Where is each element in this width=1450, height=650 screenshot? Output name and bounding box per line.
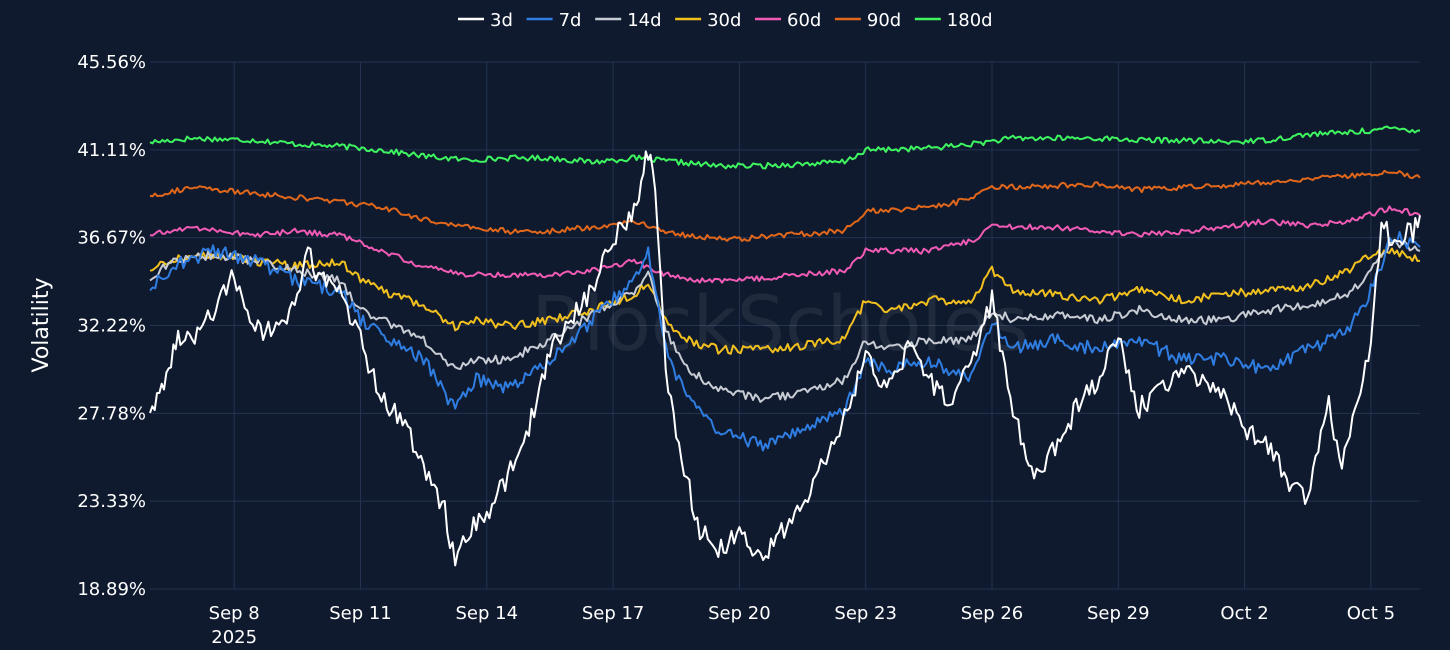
legend-label-3d: 3d xyxy=(490,10,513,31)
series-line-7d xyxy=(149,231,1421,452)
x-tick-label: Sep 8 xyxy=(209,603,260,624)
y-tick-label: 23.33% xyxy=(77,491,146,512)
x-tick-label: Oct 5 xyxy=(1347,603,1395,624)
x-tick-label: Sep 20 xyxy=(708,603,771,624)
x-tick-label: Sep 23 xyxy=(834,603,897,624)
x-axis: Sep 8 2025 Sep 11 Sep 14 Sep 17 Sep 20 Sep 23 S… xyxy=(209,603,1395,648)
x-tick-label: Sep 11 xyxy=(329,603,392,624)
series-line-60d xyxy=(149,205,1421,284)
legend-label-180d: 180d xyxy=(947,10,993,31)
series-line-180d xyxy=(149,125,1421,170)
y-tick-label: 45.56% xyxy=(77,52,146,73)
x-tick-sublabel: 2025 xyxy=(211,627,257,648)
series-lines xyxy=(149,125,1421,567)
x-tick-label: Oct 2 xyxy=(1220,603,1268,624)
watermark-text: BlockScholes xyxy=(531,279,1029,368)
y-axis-label: Volatility xyxy=(29,277,54,372)
x-tick-label: Sep 29 xyxy=(1087,603,1150,624)
series-line-14d xyxy=(149,238,1421,403)
legend-label-7d: 7d xyxy=(559,10,582,31)
series-line-90d xyxy=(149,169,1421,242)
series-line-30d xyxy=(149,247,1421,355)
y-tick-label: 36.67% xyxy=(77,228,146,249)
x-tick-label: Sep 14 xyxy=(456,603,519,624)
legend-label-90d: 90d xyxy=(867,10,901,31)
legend-label-60d: 60d xyxy=(787,10,821,31)
y-tick-label: 32.22% xyxy=(77,316,146,337)
legend-label-30d: 30d xyxy=(707,10,741,31)
legend-label-14d: 14d xyxy=(627,10,661,31)
y-tick-label: 41.11% xyxy=(77,140,146,161)
legend: 3d 7d 14d 30d 60d 90d 180d xyxy=(458,10,993,31)
x-tick-label: Sep 17 xyxy=(582,603,645,624)
y-tick-label: 18.89% xyxy=(77,579,146,600)
series-line-3d xyxy=(149,150,1421,567)
y-tick-label: 27.78% xyxy=(77,403,146,424)
x-tick-label: Sep 26 xyxy=(961,603,1024,624)
y-axis: 18.89% 23.33% 27.78% 32.22% 36.67% 41.11% 45.5… xyxy=(77,52,146,600)
